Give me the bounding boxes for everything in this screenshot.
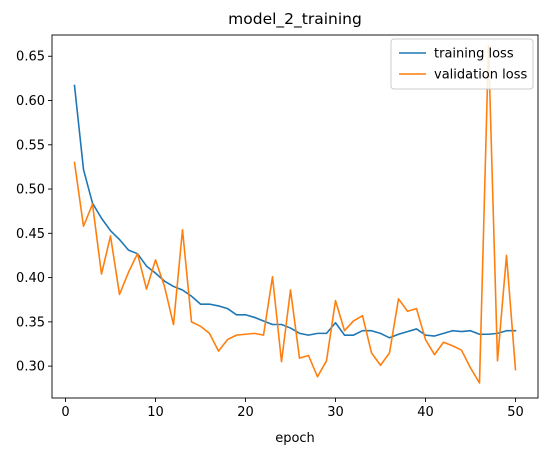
- legend-label: validation loss: [434, 68, 527, 83]
- x-tick-label: 10: [147, 405, 164, 420]
- y-tick-label: 0.40: [16, 271, 45, 286]
- axes-frame: [51, 34, 539, 399]
- y-tick-label: 0.50: [16, 183, 45, 198]
- x-tick-label: 30: [327, 405, 344, 420]
- plot-area: [52, 35, 538, 398]
- y-tick-label: 0.55: [16, 138, 45, 153]
- legend-box: [390, 38, 534, 90]
- series-group: [73, 44, 517, 384]
- y-tick-label: 0.65: [16, 50, 45, 65]
- plot-background: [52, 35, 538, 398]
- series-line-training-loss: [73, 84, 517, 339]
- x-tick-label: 0: [61, 405, 69, 420]
- y-tick-label: 0.45: [16, 227, 45, 242]
- axes-group: 0 10 20 30 40 50 0.30 0.35 0.40 0.45 0.50 0.55 0.60 0…: [16, 34, 539, 420]
- y-tick-label: 0.35: [16, 315, 45, 330]
- x-tick-label: 40: [417, 405, 434, 420]
- chart-title: model_2_training: [228, 10, 362, 29]
- legend: training loss validation loss: [390, 38, 534, 90]
- y-tick-label: 0.60: [16, 94, 45, 109]
- series-line-validation-loss: [73, 44, 517, 384]
- x-axis-label: epoch: [275, 431, 315, 446]
- y-tick-label: 0.30: [16, 360, 45, 375]
- x-tick-label: 50: [507, 405, 524, 420]
- legend-label: training loss: [434, 47, 514, 62]
- x-tick-label: 20: [237, 405, 254, 420]
